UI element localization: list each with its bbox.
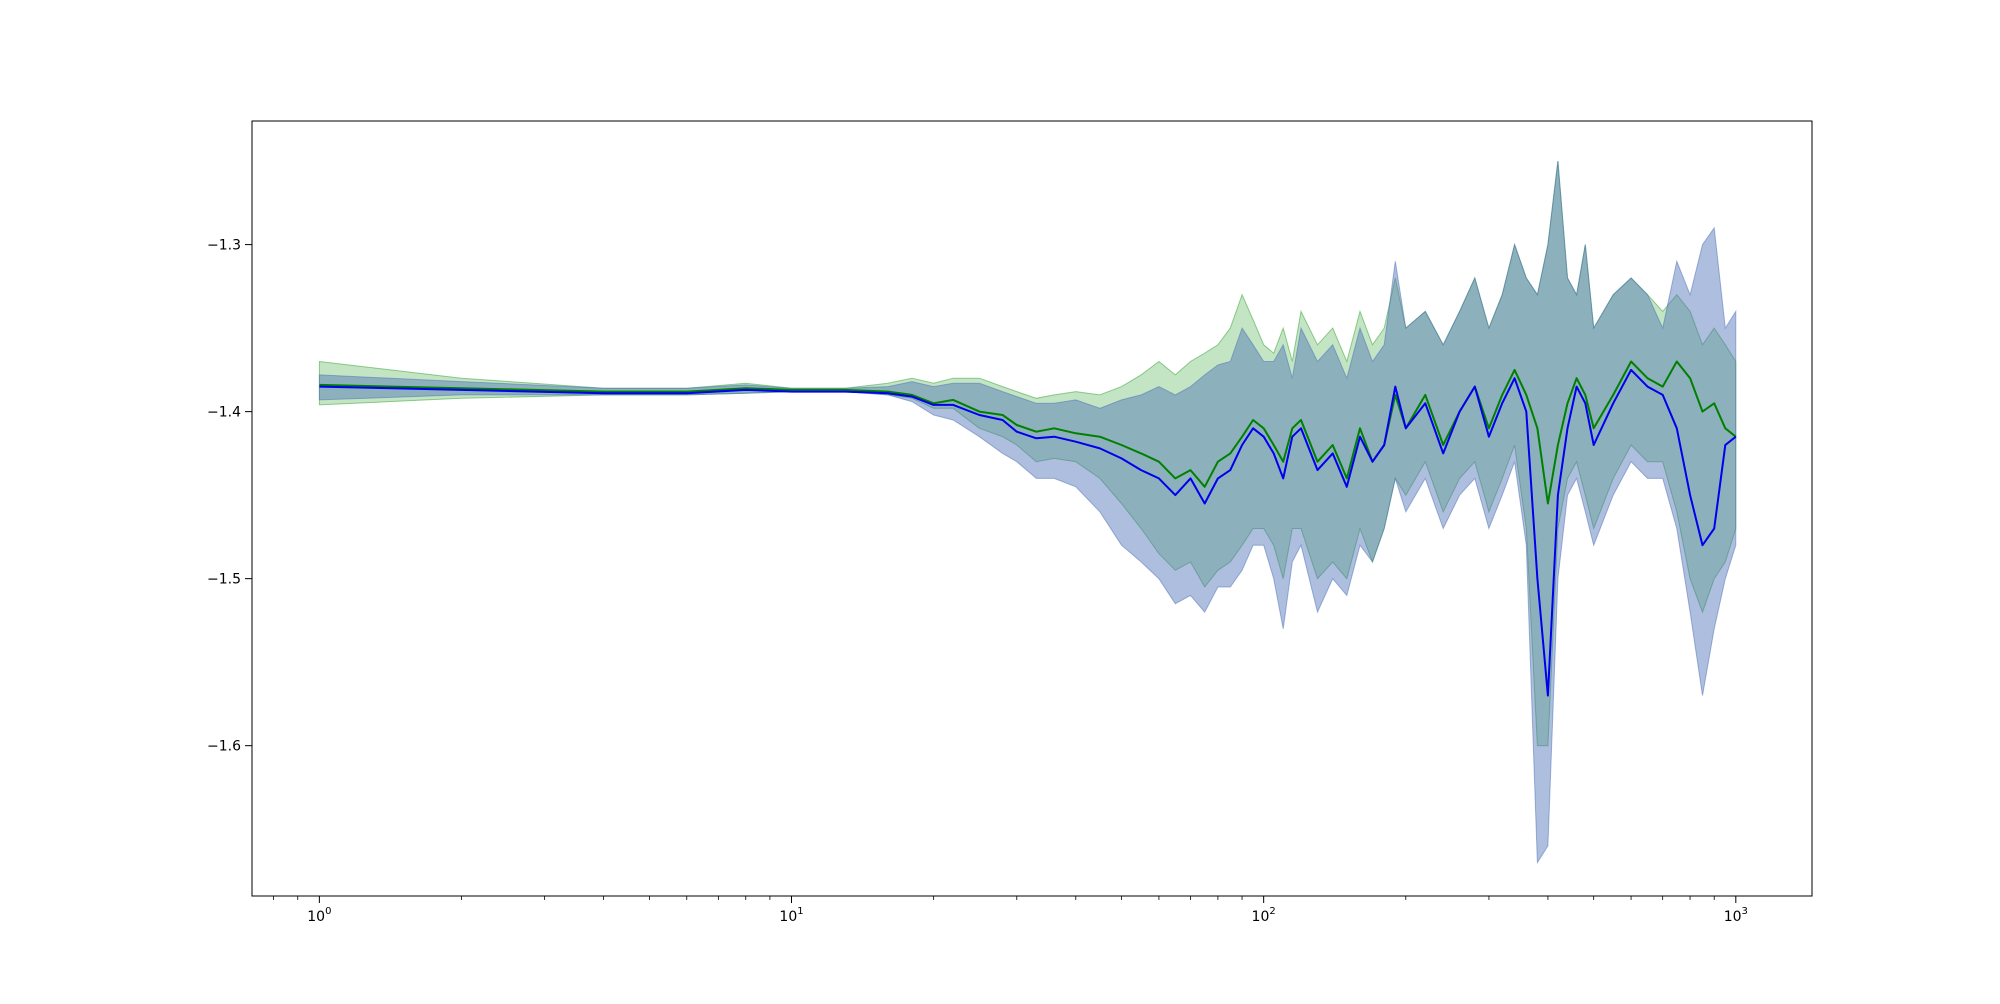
plot-content — [318, 161, 1737, 865]
x-tick-label-3: 102 — [1252, 906, 1276, 925]
y-tick-label-4: −1.6 — [207, 739, 241, 755]
x-tick-label-1: 100 — [307, 906, 331, 925]
y-tick-label-1: −1.3 — [207, 238, 241, 254]
y-tick-label-3: −1.5 — [207, 572, 241, 588]
x-tick-label-2: 101 — [779, 906, 803, 925]
x-tick-label-4: 103 — [1724, 906, 1748, 925]
y-tick-label-2: −1.4 — [207, 405, 241, 421]
axes-layer: 100 101 102 103 −1.3 −1.4 −1.5 −1.6 — [207, 120, 1813, 925]
plot-frame — [251, 120, 1813, 897]
series-2-band — [318, 161, 1737, 865]
series-1-line — [319, 360, 1737, 505]
series-2-line — [319, 368, 1737, 697]
plot-clipped-group — [318, 161, 1737, 865]
